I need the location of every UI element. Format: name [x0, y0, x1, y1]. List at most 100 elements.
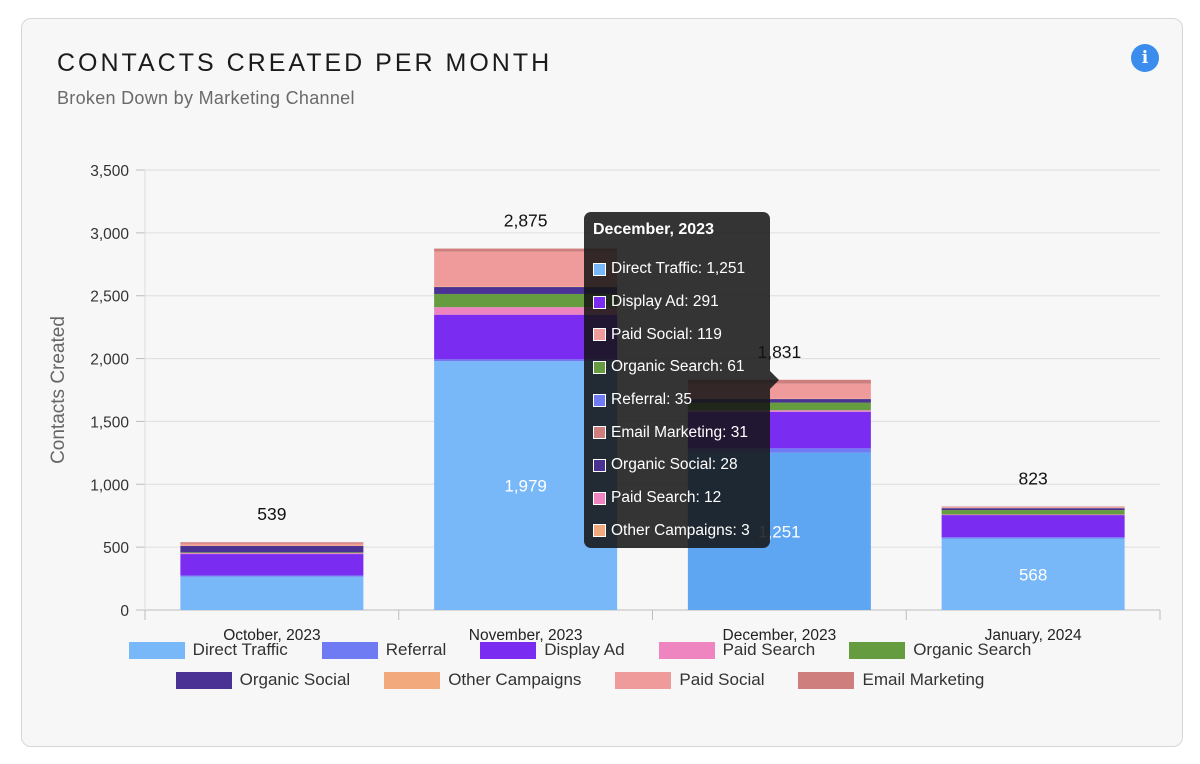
- y-tick-label: 2,500: [90, 289, 129, 306]
- bar-segment-display-ad[interactable]: [941, 515, 1125, 538]
- legend-label: Referral: [385, 640, 447, 659]
- tooltip-swatch: [593, 360, 606, 374]
- bar-segment-organic-search[interactable]: [180, 552, 364, 554]
- x-tick-label: November, 2023: [469, 627, 583, 644]
- legend-label: Organic Search: [913, 640, 1032, 659]
- x-tick-label: October, 2023: [223, 627, 320, 644]
- tooltip-row: Display Ad: 291: [593, 286, 770, 319]
- bar-segment-email-marketing[interactable]: [687, 379, 871, 384]
- tooltip-row: Paid Social: 119: [593, 318, 770, 351]
- tooltip-swatch: [593, 295, 606, 309]
- bar-segment-organic-social[interactable]: [180, 546, 364, 553]
- chart-tooltip: December, 2023 Direct Traffic: 1,251 Disp…: [584, 212, 779, 548]
- legend-label: Organic Social: [239, 670, 351, 689]
- bar-segment-other-campaigns[interactable]: [434, 286, 618, 288]
- bar-segment-paid-search[interactable]: [687, 410, 871, 412]
- legend-label: Paid Search: [722, 640, 816, 659]
- bar-value-label: 568: [1019, 565, 1047, 584]
- bar-segment-organic-social[interactable]: [941, 508, 1125, 511]
- chart-title: CONTACTS CREATED PER MONTH: [57, 49, 553, 77]
- bar-segment-referral[interactable]: [434, 359, 618, 362]
- legend-item-other-campaigns[interactable]: Other Campaigns: [384, 670, 581, 690]
- legend-label: Display Ad: [544, 640, 625, 659]
- tooltip-swatch: [593, 458, 606, 472]
- tooltip-row: Organic Social: 28: [593, 449, 770, 482]
- legend-swatch: [128, 641, 185, 659]
- tooltip-row-text: Referral: 35: [611, 391, 692, 409]
- legend-item-email-marketing[interactable]: Email Marketing: [798, 670, 984, 690]
- y-tick-label: 2,000: [90, 352, 129, 369]
- legend-item-paid-social[interactable]: Paid Social: [615, 670, 764, 690]
- legend-item-direct-traffic[interactable]: Direct Traffic: [128, 640, 288, 660]
- bar-segment-referral[interactable]: [687, 448, 871, 453]
- legend-swatch: [615, 671, 672, 689]
- bar-segment-paid-search[interactable]: [180, 553, 364, 555]
- legend-swatch: [658, 641, 715, 659]
- chart-legend: Direct Traffic Referral Display Ad Paid Sea…: [60, 640, 1100, 690]
- bar-segment-direct-traffic[interactable]: [941, 538, 1125, 610]
- x-tick-label: January, 2024: [985, 627, 1082, 644]
- legend-item-organic-search[interactable]: Organic Search: [849, 640, 1031, 660]
- legend-item-referral[interactable]: Referral: [321, 640, 447, 660]
- info-icon[interactable]: i: [1131, 44, 1159, 72]
- x-tick-label: December, 2023: [723, 627, 837, 644]
- bar-segment-organic-search[interactable]: [434, 293, 618, 308]
- legend-item-organic-social[interactable]: Organic Social: [175, 670, 351, 690]
- tooltip-swatch: [593, 262, 606, 276]
- legend-label: Paid Social: [679, 670, 765, 689]
- legend-label: Other Campaigns: [448, 670, 582, 689]
- bar-segment-paid-social[interactable]: [941, 507, 1125, 508]
- y-tick-label: 3,000: [90, 226, 129, 243]
- y-axis-label: Contacts Created: [48, 316, 69, 464]
- bar-segment-paid-search[interactable]: [434, 307, 618, 315]
- tooltip-row-text: Other Campaigns: 3: [611, 521, 750, 539]
- tooltip-swatch: [593, 328, 606, 342]
- tooltip-title: December, 2023: [593, 221, 714, 238]
- bar-segment-email-marketing[interactable]: [941, 506, 1125, 508]
- tooltip-row-text: Paid Social: 119: [611, 325, 722, 343]
- legend-swatch: [849, 641, 906, 659]
- bar-segment-organic-search[interactable]: [687, 402, 871, 411]
- chart-subtitle: Broken Down by Marketing Channel: [57, 88, 355, 108]
- bar-segment-referral[interactable]: [941, 537, 1125, 539]
- bar-segment-other-campaigns[interactable]: [180, 545, 364, 547]
- bar-segment-direct-traffic[interactable]: [180, 576, 364, 610]
- legend-swatch: [175, 671, 232, 689]
- bar-segment-organic-search[interactable]: [941, 510, 1125, 515]
- tooltip-row: Referral: 35: [593, 384, 770, 417]
- tooltip-row: Organic Search: 61: [593, 351, 770, 384]
- bar-segment-email-marketing[interactable]: [180, 542, 364, 544]
- bar-segment-paid-social[interactable]: [180, 543, 364, 546]
- tooltip-swatch: [593, 491, 606, 505]
- bar-total-label: 823: [1019, 469, 1048, 489]
- tooltip-row: Paid Search: 12: [593, 482, 770, 515]
- tooltip-row: Other Campaigns: 3: [593, 515, 770, 548]
- y-tick-label: 500: [103, 540, 129, 557]
- tooltip-swatch: [593, 393, 606, 407]
- bar-segment-paid-search[interactable]: [941, 514, 1125, 516]
- legend-swatch: [384, 671, 441, 689]
- legend-swatch: [321, 641, 378, 659]
- bar-segment-referral[interactable]: [180, 575, 364, 577]
- bar-value-label: 1,979: [504, 477, 547, 496]
- tooltip-row-text: Email Marketing: 31: [611, 423, 748, 441]
- tooltip-swatch: [593, 524, 606, 538]
- tooltip-row-text: Organic Social: 28: [611, 456, 738, 474]
- tooltip-swatch: [593, 426, 606, 440]
- tooltip-row-text: Paid Search: 12: [611, 489, 722, 507]
- tooltip-row: Direct Traffic: 1,251: [593, 253, 770, 286]
- y-tick-label: 0: [120, 603, 129, 620]
- bar-segment-organic-social[interactable]: [687, 399, 871, 403]
- legend-item-display-ad[interactable]: Display Ad: [480, 640, 625, 660]
- legend-swatch: [798, 671, 855, 689]
- tooltip-row: Email Marketing: 31: [593, 416, 770, 449]
- y-tick-label: 1,500: [90, 414, 129, 431]
- tooltip-row-text: Display Ad: 291: [611, 293, 719, 311]
- bar-segment-organic-social[interactable]: [434, 287, 618, 294]
- legend-label: Direct Traffic: [192, 640, 288, 659]
- legend-item-paid-search[interactable]: Paid Search: [658, 640, 816, 660]
- bar-segment-display-ad[interactable]: [180, 554, 364, 576]
- bar-segment-email-marketing[interactable]: [434, 248, 618, 252]
- tooltip-row-text: Direct Traffic: 1,251: [611, 260, 746, 278]
- tooltip-row-text: Organic Search: 61: [611, 358, 745, 376]
